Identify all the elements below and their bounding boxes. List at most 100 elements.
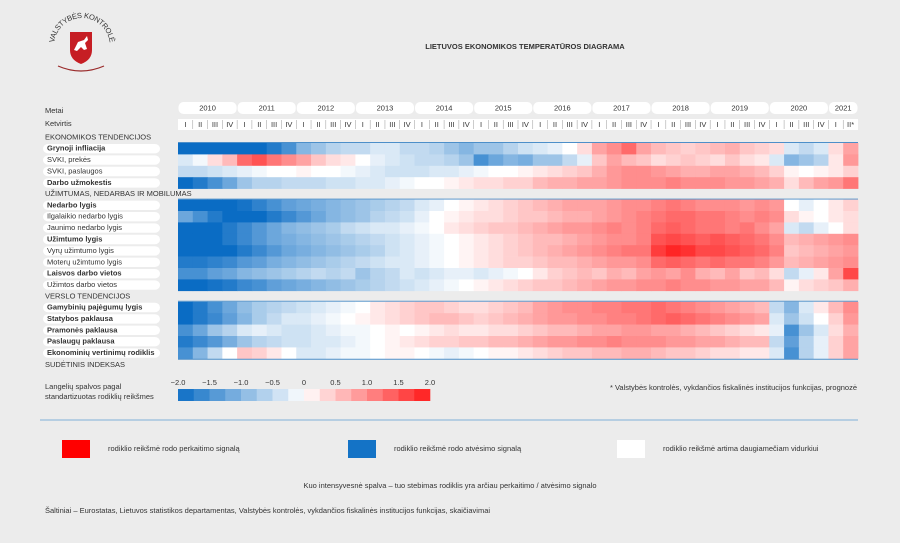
colorbar-tick-label: −0.5 (265, 378, 280, 387)
heat-cell (784, 347, 800, 360)
row-label-bg (43, 200, 160, 210)
heat-cell (739, 256, 755, 269)
heat-cell (591, 313, 608, 325)
heat-cell (266, 245, 282, 257)
heat-cell (562, 233, 578, 246)
heat-cell (399, 324, 415, 337)
heat-cell (606, 165, 622, 178)
heat-cell (325, 143, 342, 155)
heat-cell (311, 211, 327, 223)
heat-cell (370, 165, 386, 178)
heat-cell (665, 245, 682, 257)
heat-cell (828, 199, 844, 212)
quarter-label: III (567, 120, 573, 129)
heat-cell (843, 154, 859, 167)
heat-cell (444, 222, 460, 235)
heat-cell (266, 336, 282, 348)
legend-label: rodiklio reikšmė rodo atvėsimo signalą (394, 444, 522, 453)
heat-cell (784, 313, 800, 325)
quarter-label: III (626, 120, 632, 129)
heat-cell (784, 211, 800, 223)
quarter-label: II (494, 120, 498, 129)
heat-cell (207, 154, 223, 167)
heat-cell (178, 245, 194, 257)
heat-cell (754, 165, 770, 178)
heat-cell (355, 336, 371, 348)
heat-cell (828, 222, 844, 235)
heat-cell (355, 347, 371, 360)
heat-cell (296, 222, 312, 235)
colorbar-tick-label: −1.5 (202, 378, 217, 387)
year-label: 2017 (613, 103, 630, 112)
heat-cell (399, 268, 415, 280)
heat-cell (399, 336, 415, 348)
heat-cell (724, 268, 741, 280)
year-label: 2013 (377, 103, 394, 112)
heat-cell (724, 199, 741, 212)
heat-cell (577, 279, 593, 292)
heat-cell (828, 336, 844, 348)
heat-cell (266, 313, 282, 325)
heat-cell (384, 199, 401, 212)
heat-cell (724, 301, 741, 314)
heat-cell (266, 165, 282, 178)
heat-cell (429, 211, 445, 223)
heat-cell (754, 177, 770, 189)
heat-cell (754, 211, 770, 223)
heat-cell (473, 222, 489, 235)
heat-cell (281, 222, 297, 235)
heat-cell (325, 301, 342, 314)
heat-cell (384, 233, 401, 246)
colorbar-swatch (288, 389, 305, 401)
heat-cell (251, 279, 268, 292)
heat-cell (621, 313, 637, 325)
heat-cell (547, 256, 563, 269)
heat-cell (695, 143, 711, 155)
heat-cell (547, 143, 563, 155)
heat-cell (518, 233, 534, 246)
quarter-label: III (744, 120, 750, 129)
heat-cell (384, 154, 401, 167)
year-label: 2014 (436, 103, 453, 112)
heat-cell (636, 268, 652, 280)
heat-cell (843, 177, 859, 189)
year-cell (237, 102, 296, 114)
heat-cell (813, 165, 829, 178)
row-label: Jaunimo nedarbo lygis (47, 223, 122, 232)
heat-cell (577, 143, 593, 155)
heat-cell (340, 347, 356, 360)
heat-cell (739, 199, 755, 212)
heat-cell (769, 347, 785, 360)
heat-cell (340, 324, 356, 337)
quarter-label: II (671, 120, 675, 129)
quarter-label: I (717, 120, 719, 129)
heat-cell (266, 222, 282, 235)
heat-cell (325, 199, 342, 212)
heat-cell (296, 336, 312, 348)
heat-cell (503, 154, 519, 167)
heat-cell (754, 245, 770, 257)
heat-cell (577, 336, 593, 348)
heat-cell (636, 301, 652, 314)
heat-cell (784, 256, 800, 269)
heat-cell (207, 233, 223, 246)
heat-cell (399, 143, 415, 155)
heat-cell (444, 313, 460, 325)
heat-cell (296, 165, 312, 178)
quarter-label: IV (758, 120, 765, 129)
heat-cell (370, 211, 386, 223)
heat-cell (355, 154, 371, 167)
year-header: Metai (45, 106, 64, 115)
heat-cell (724, 233, 741, 246)
heat-cell (281, 268, 297, 280)
heat-cell (769, 154, 785, 167)
heat-cell (325, 222, 342, 235)
heat-cell (178, 347, 194, 360)
heat-cell (710, 301, 726, 314)
year-label: 2019 (731, 103, 748, 112)
heat-cell (577, 222, 593, 235)
heat-cell (695, 165, 711, 178)
heat-cell (429, 256, 445, 269)
heat-cell (636, 199, 652, 212)
heat-cell (843, 347, 859, 360)
